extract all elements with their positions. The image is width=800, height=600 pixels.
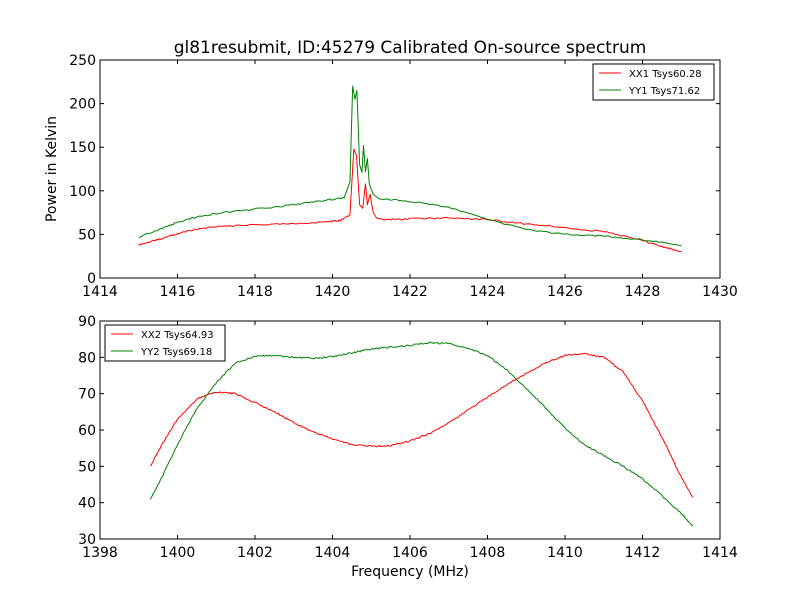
bottom-x-tick-label: 1402 — [237, 545, 273, 561]
bottom-x-tick-label: 1400 — [160, 545, 196, 561]
top-x-tick-label: 1430 — [702, 284, 738, 300]
bottom-x-axis-label: Frequency (MHz) — [351, 564, 469, 580]
bottom-x-tick-label: 1408 — [470, 545, 506, 561]
top-y-tick-label: 0 — [87, 271, 96, 287]
bottom-y-tick-label: 30 — [78, 532, 96, 548]
top-x-tick-label: 1416 — [160, 284, 196, 300]
bottom-axes: 1398 1400 1402 1404 1406 1408 1410 1412 1414 30 4… — [78, 314, 738, 580]
top-y-tick-label: 50 — [78, 227, 96, 243]
bottom-x-tick-label: 1406 — [392, 545, 428, 561]
top-y-axis-label: Power in Kelvin — [44, 116, 60, 222]
top-x-tick-label: 1422 — [392, 284, 428, 300]
top-y-tick-label: 200 — [69, 97, 96, 113]
bottom-x-tick-label: 1412 — [625, 545, 661, 561]
bottom-legend-label-yy2: YY2 Tsys69.18 — [140, 347, 212, 358]
bottom-x-tick-label: 1398 — [82, 545, 118, 561]
bottom-x-ticks: 1398 1400 1402 1404 1406 1408 1410 1412 1414 — [82, 321, 738, 561]
bottom-x-tick-label: 1404 — [315, 545, 351, 561]
top-y-ticks: 0 50 100 150 200 250 — [69, 53, 720, 287]
top-legend-label-xx1: XX1 Tsys60.28 — [629, 69, 702, 80]
bottom-y-tick-label: 70 — [78, 387, 96, 403]
top-legend: XX1 Tsys60.28 YY1 Tsys71.62 — [592, 63, 715, 101]
bottom-y-tick-label: 40 — [78, 496, 96, 512]
top-series-line-1 — [138, 85, 682, 247]
bottom-series-line-1 — [149, 341, 694, 527]
top-x-tick-label: 1424 — [470, 284, 506, 300]
top-legend-box — [592, 63, 715, 101]
top-series-lines — [138, 85, 682, 253]
bottom-legend-box — [104, 324, 226, 362]
top-series-line-0 — [138, 148, 682, 253]
bottom-y-tick-label: 80 — [78, 350, 96, 366]
bottom-x-tick-label: 1410 — [547, 545, 583, 561]
bottom-y-tick-label: 60 — [78, 423, 96, 439]
top-x-tick-label: 1418 — [237, 284, 273, 300]
top-x-tick-label: 1428 — [625, 284, 661, 300]
bottom-y-tick-label: 90 — [78, 314, 96, 330]
bottom-y-tick-label: 50 — [78, 459, 96, 475]
top-y-tick-label: 150 — [69, 140, 96, 156]
bottom-series-line-0 — [150, 352, 694, 498]
bottom-legend-label-xx2: XX2 Tsys64.93 — [141, 330, 214, 341]
top-axes: 1414 1416 1418 1420 1422 1424 1426 1428 1430 0 50… — [44, 53, 738, 300]
bottom-y-ticks: 30 40 50 60 70 80 90 — [78, 314, 720, 548]
figure-title: gl81resubmit, ID:45279 Calibrated On-sou… — [174, 38, 647, 58]
top-x-tick-label: 1414 — [82, 284, 118, 300]
top-x-ticks: 1414 1416 1418 1420 1422 1424 1426 1428 1430 — [82, 60, 738, 300]
top-x-tick-label: 1420 — [315, 284, 351, 300]
bottom-series-lines — [149, 341, 694, 527]
top-legend-label-yy1: YY1 Tsys71.62 — [628, 86, 700, 97]
top-y-tick-label: 250 — [69, 53, 96, 69]
bottom-legend: XX2 Tsys64.93 YY2 Tsys69.18 — [104, 324, 226, 362]
top-y-tick-label: 100 — [69, 184, 96, 200]
top-x-tick-label: 1426 — [547, 284, 583, 300]
bottom-x-tick-label: 1414 — [702, 545, 738, 561]
